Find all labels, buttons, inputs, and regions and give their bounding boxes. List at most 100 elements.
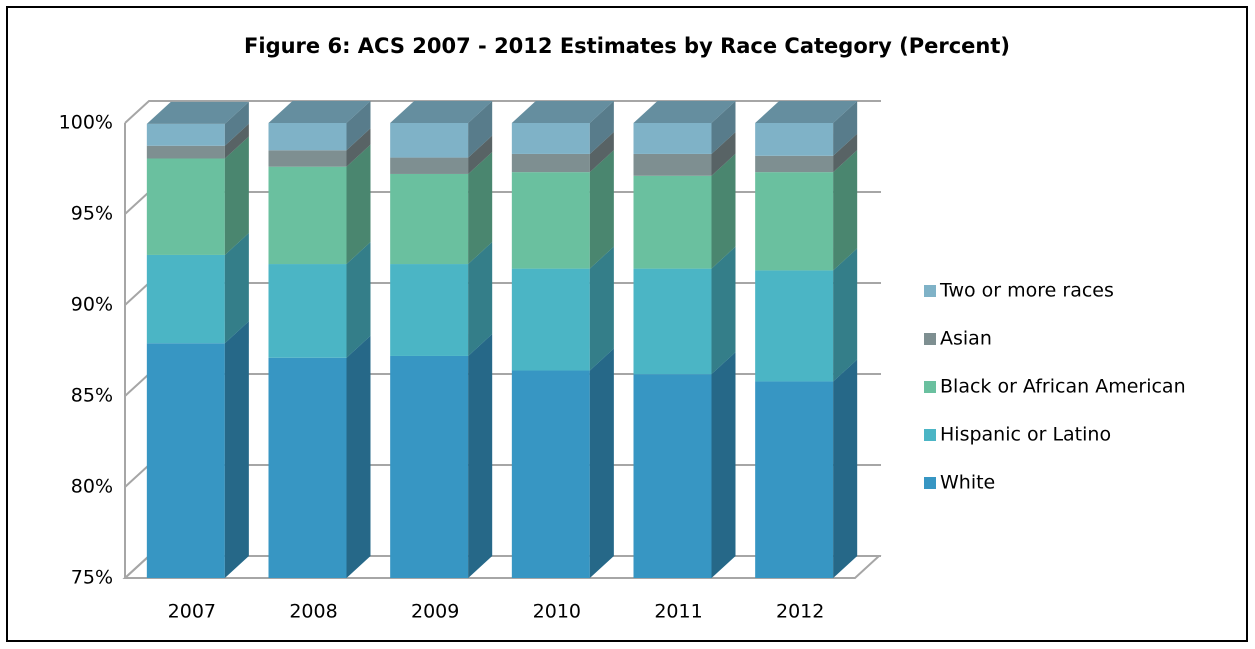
x-tick-label: 2010	[533, 601, 581, 623]
legend-swatch	[924, 285, 936, 297]
bar-top-shade	[146, 101, 249, 124]
bar-segment	[755, 172, 834, 271]
bar-side	[711, 101, 736, 154]
bar-side-shade	[589, 348, 614, 578]
legend-swatch	[924, 333, 936, 345]
bar-top-shade	[390, 101, 493, 123]
bar-side	[711, 153, 736, 269]
bar-segment	[268, 150, 347, 167]
bar-side	[224, 232, 249, 344]
bar-side	[346, 101, 371, 151]
bar-side	[346, 144, 371, 265]
bar-segment	[268, 166, 347, 265]
bar-side	[833, 359, 858, 578]
bar-side-shade	[468, 242, 493, 356]
bar-side-shade	[468, 101, 493, 158]
bar-segment	[511, 123, 590, 154]
bar-side	[589, 348, 614, 578]
x-tick-label: 2011	[654, 601, 702, 623]
bar-segment	[268, 123, 347, 151]
bar-side	[346, 128, 371, 167]
bar-side-shade	[711, 101, 736, 154]
bar-side	[468, 101, 493, 158]
bar-top-shade	[755, 101, 858, 123]
bar-top	[633, 101, 736, 123]
bar-segment	[146, 254, 225, 344]
bar-side-shade	[468, 151, 493, 265]
bar-top	[511, 101, 614, 123]
bar-segment	[390, 264, 469, 356]
legend-label: Asian	[940, 328, 992, 350]
bar-side-shade	[833, 133, 858, 173]
bar-segment	[146, 343, 225, 578]
legend-swatch	[924, 429, 936, 441]
bar-top	[390, 101, 493, 123]
y-tick-label: 100%	[59, 112, 113, 134]
bar-segment	[755, 155, 834, 173]
bar-segment	[633, 123, 712, 154]
bar-side-shade	[711, 246, 736, 375]
bar-side-shade	[833, 101, 858, 156]
bar-segment	[511, 268, 590, 371]
x-tick-label: 2012	[776, 601, 824, 623]
bar-side-shade	[711, 352, 736, 578]
bar-side	[346, 335, 371, 578]
bar-side	[589, 150, 614, 269]
x-tick-label: 2008	[289, 601, 337, 623]
y-tick-label: 80%	[71, 476, 113, 498]
bar-side	[224, 123, 249, 159]
bar-segment	[755, 123, 834, 156]
bar-side-shade	[468, 135, 493, 174]
bar-segment	[146, 145, 225, 159]
bar-side-shade	[346, 242, 371, 358]
y-tick-label: 75%	[71, 567, 113, 589]
bar-side	[711, 352, 736, 578]
bar-side	[468, 242, 493, 356]
y-tick-label: 90%	[71, 294, 113, 316]
grid-line	[124, 100, 881, 124]
bar-segment	[511, 172, 590, 269]
bar-segment	[633, 153, 712, 176]
bar-top-shade	[268, 101, 371, 123]
bar-side-shade	[346, 335, 371, 578]
x-tick-label: 2009	[411, 601, 459, 623]
bar-top	[755, 101, 858, 123]
bar-side	[711, 131, 736, 176]
y-tick-label: 95%	[71, 203, 113, 225]
bar-top	[146, 101, 249, 124]
bar-side	[224, 321, 249, 578]
bar-side	[468, 333, 493, 578]
bar-segment	[146, 158, 225, 255]
legend-label: Hispanic or Latino	[940, 424, 1111, 446]
bar-segment	[633, 268, 712, 375]
bar-side-shade	[346, 101, 371, 151]
bar-top	[268, 101, 371, 123]
legend-swatch	[924, 381, 936, 393]
bar-side	[224, 136, 249, 255]
chart-title: Figure 6: ACS 2007 - 2012 Estimates by R…	[244, 34, 1010, 58]
bar-segment	[390, 355, 469, 578]
bar-segment	[755, 381, 834, 578]
bar-side	[589, 131, 614, 173]
bar-side-shade	[346, 144, 371, 265]
bar-side-shade	[833, 359, 858, 578]
bar-segment	[755, 270, 834, 382]
bar-side	[589, 101, 614, 154]
bar-side	[833, 101, 858, 156]
bar-side-shade	[833, 150, 858, 271]
bar-side-shade	[224, 232, 249, 344]
bar-side-shade	[589, 246, 614, 371]
bar-top-shade	[633, 101, 736, 123]
bar-segment	[390, 173, 469, 265]
bar-side-shade	[589, 131, 614, 173]
bar-segment	[511, 153, 590, 173]
bar-side-shade	[711, 131, 736, 176]
bar-side	[468, 151, 493, 265]
bar-segment	[633, 374, 712, 578]
bar-side	[224, 101, 249, 146]
bar-side-shade	[589, 101, 614, 154]
bar-top-shade	[511, 101, 614, 123]
bar-side	[468, 135, 493, 174]
bar-segment	[268, 357, 347, 578]
bar-side-shade	[224, 321, 249, 578]
